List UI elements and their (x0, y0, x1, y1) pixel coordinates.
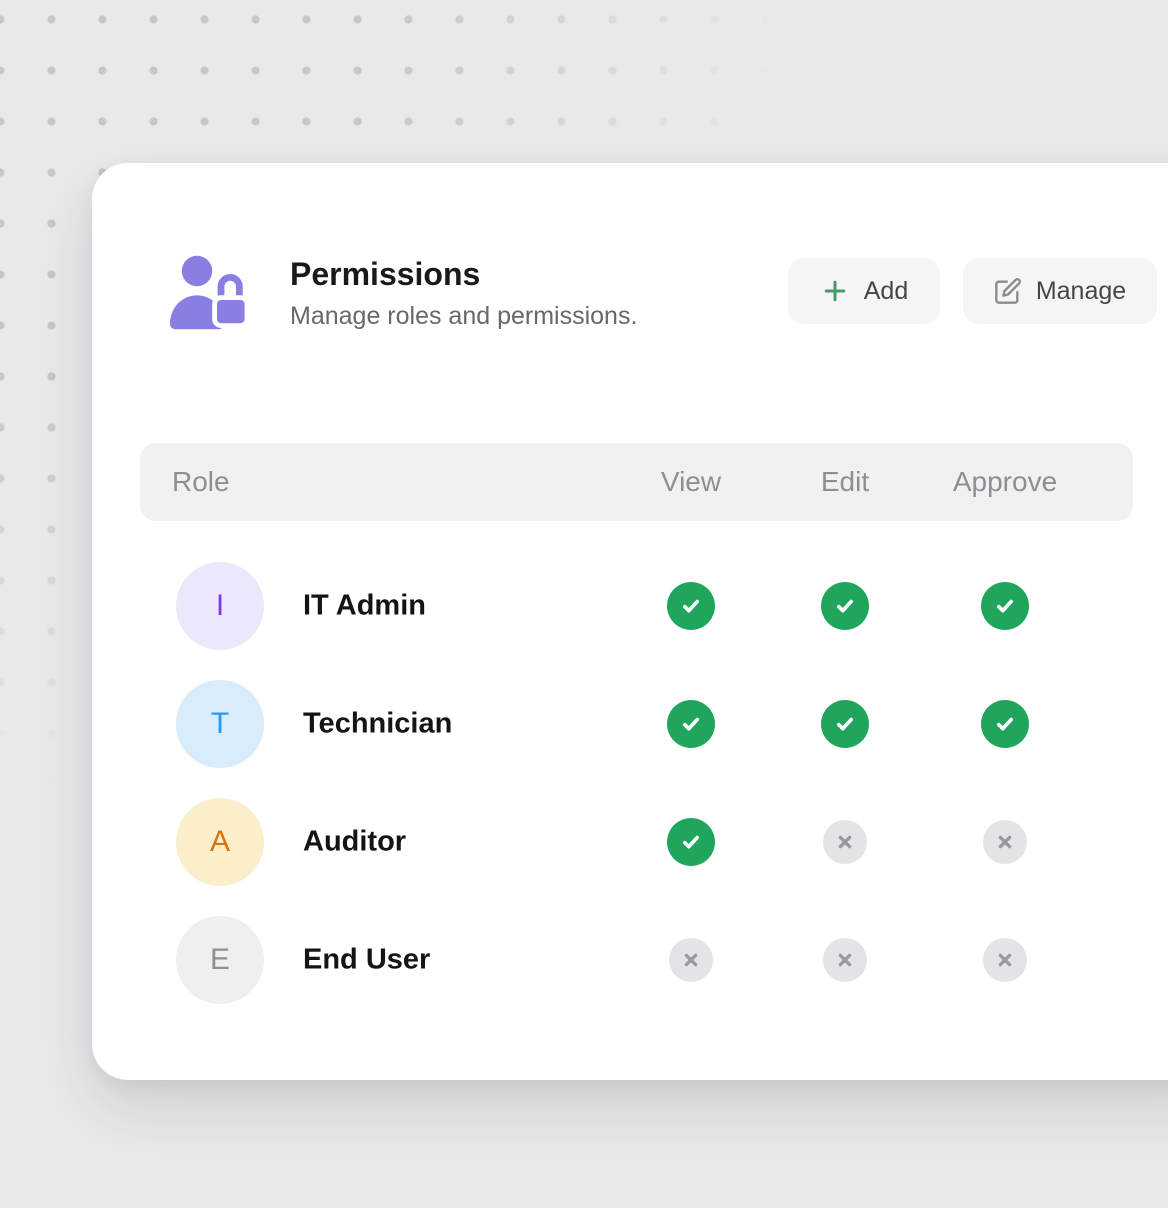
add-button[interactable]: Add (788, 258, 940, 324)
column-header-role: Role (172, 466, 230, 497)
check-icon (996, 599, 1014, 613)
x-icon (998, 953, 1012, 967)
column-header-view: View (660, 466, 722, 497)
manage-button[interactable]: Manage (963, 258, 1157, 324)
user-lock-icon (170, 255, 250, 330)
x-icon (998, 835, 1012, 849)
role-avatar-initial: A (209, 825, 230, 858)
x-icon (838, 835, 852, 849)
role-avatar: T (176, 680, 264, 768)
role-avatar: I (176, 562, 264, 650)
role-name: IT Admin (303, 589, 426, 622)
role-name: End User (303, 943, 431, 976)
check-icon (682, 717, 700, 731)
check-icon (682, 599, 700, 613)
table-row: E End User (92, 901, 1168, 1019)
check-icon (996, 717, 1014, 731)
permission-cell-approve[interactable] (983, 820, 1027, 864)
role-name: Technician (303, 707, 453, 740)
x-icon (684, 953, 698, 967)
table-row: I IT Admin (92, 547, 1168, 665)
permission-cell-edit[interactable] (821, 700, 869, 748)
permission-cell-view[interactable] (667, 700, 715, 748)
table-row: T Technician (92, 665, 1168, 783)
permissions-card: Permissions Manage roles and permissions… (92, 163, 1168, 1080)
permission-cell-approve[interactable] (983, 938, 1027, 982)
add-button-label: Add (863, 276, 909, 305)
permission-cell-approve[interactable] (981, 700, 1029, 748)
column-header-approve: Approve (952, 466, 1058, 497)
role-rows: I IT Admin T Technician A Auditor (92, 547, 1168, 1019)
table-row: A Auditor (92, 783, 1168, 901)
page-subtitle: Manage roles and permissions. (290, 302, 638, 330)
role-name: Auditor (303, 825, 407, 858)
check-icon (836, 599, 854, 613)
permission-cell-view[interactable] (669, 938, 713, 982)
check-icon (836, 717, 854, 731)
permission-cell-edit[interactable] (823, 820, 867, 864)
check-icon (682, 835, 700, 849)
role-avatar-initial: E (209, 943, 230, 976)
permission-cell-view[interactable] (667, 818, 715, 866)
column-header-edit: Edit (820, 466, 870, 497)
role-avatar-initial: T (210, 707, 230, 740)
permission-cell-edit[interactable] (821, 582, 869, 630)
page-title: Permissions (290, 256, 481, 292)
permission-cell-approve[interactable] (981, 582, 1029, 630)
role-avatar: E (176, 916, 264, 1004)
role-avatar-initial: I (215, 589, 225, 622)
plus-icon (824, 280, 845, 302)
manage-button-label: Manage (1035, 276, 1127, 305)
role-avatar: A (176, 798, 264, 886)
permission-cell-edit[interactable] (823, 938, 867, 982)
edit-icon (994, 278, 1021, 304)
table-header: Role View Edit Approve (140, 443, 1133, 521)
x-icon (838, 953, 852, 967)
permission-cell-view[interactable] (667, 582, 715, 630)
